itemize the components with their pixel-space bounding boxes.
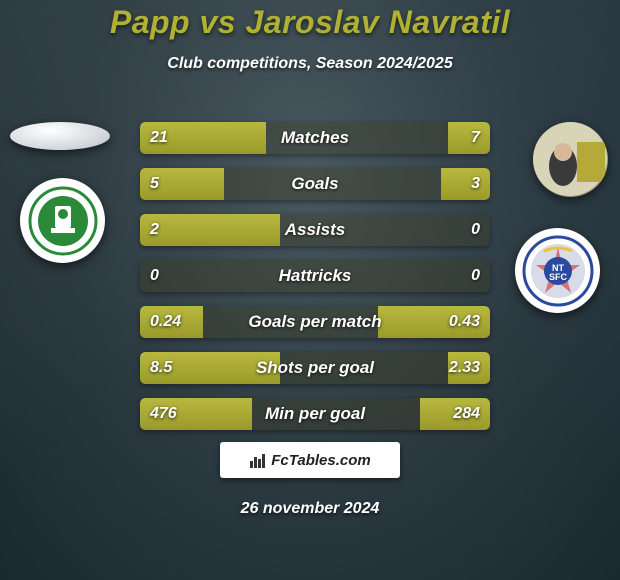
subtitle: Club competitions, Season 2024/2025 <box>0 55 620 73</box>
metric-value-right: 0.43 <box>449 306 480 338</box>
player-right-avatar <box>533 122 608 197</box>
metric-value-right: 0 <box>471 214 480 246</box>
metric-value-right: 3 <box>471 168 480 200</box>
metric-row: 0 0Hattricks <box>140 260 490 292</box>
metric-value-left: 476 <box>150 398 177 430</box>
bar-right-fill <box>441 168 490 200</box>
date-label: 26 november 2024 <box>0 500 620 518</box>
metric-value-right: 7 <box>471 122 480 154</box>
metric-value-left: 2 <box>150 214 159 246</box>
club-left-logo: 2006 <box>20 178 105 263</box>
metric-row: 0.240.43Goals per match <box>140 306 490 338</box>
metric-value-right: 2.33 <box>449 352 480 384</box>
metric-value-left: 0 <box>150 260 159 292</box>
metric-row: 8.52.33Shots per goal <box>140 352 490 384</box>
metric-value-left: 21 <box>150 122 168 154</box>
bar-left-fill <box>140 214 280 246</box>
svg-text:2006: 2006 <box>55 197 71 204</box>
main-content: Papp vs Jaroslav Navratil Club competiti… <box>0 0 620 580</box>
chart-icon <box>249 451 267 469</box>
metric-value-right: 0 <box>471 260 480 292</box>
player-left-avatar <box>10 122 110 150</box>
metric-value-right: 284 <box>453 398 480 430</box>
metric-label: Hattricks <box>140 260 490 292</box>
metric-value-left: 5 <box>150 168 159 200</box>
page-title: Papp vs Jaroslav Navratil <box>0 4 620 41</box>
metric-row: 476284Min per goal <box>140 398 490 430</box>
branding-badge[interactable]: FcTables.com <box>220 442 400 478</box>
club-right-logo: NT SFC <box>515 228 600 313</box>
comparison-bars: 217Matches53Goals20Assists00Hattricks0.2… <box>140 122 490 444</box>
metric-row: 20Assists <box>140 214 490 246</box>
branding-text: FcTables.com <box>271 452 370 469</box>
bar-right-fill <box>448 122 490 154</box>
metric-value-left: 8.5 <box>150 352 172 384</box>
metric-row: 217Matches <box>140 122 490 154</box>
metric-row: 53Goals <box>140 168 490 200</box>
svg-text:SFC: SFC <box>549 272 568 282</box>
metric-value-left: 0.24 <box>150 306 181 338</box>
